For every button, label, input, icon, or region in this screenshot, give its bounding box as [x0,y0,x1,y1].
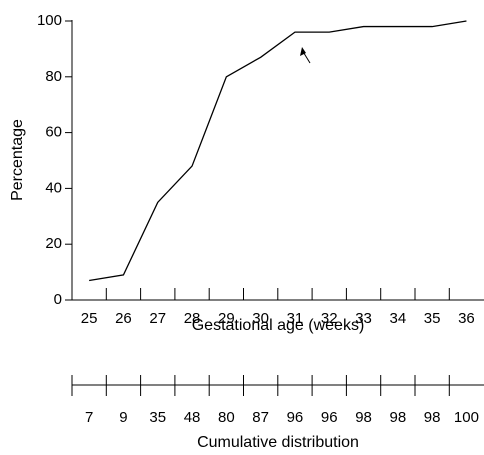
y-tick-label: 80 [45,68,62,85]
y-tick-label: 40 [45,179,62,196]
annotation-arrowhead [300,47,306,56]
table-value: 87 [252,409,269,426]
y-tick-label: 100 [37,12,62,29]
y-tick-label: 0 [54,291,62,308]
x-tick-label: 26 [115,310,132,327]
x-tick-label: 29 [218,310,235,327]
x-tick-label: 27 [149,310,166,327]
x-tick-label: 33 [355,310,372,327]
x-tick-label: 32 [321,310,338,327]
table-value: 96 [321,409,338,426]
table-value: 7 [85,409,93,426]
table-value: 98 [355,409,372,426]
x-tick-label: 31 [287,310,304,327]
x-axis-label: Gestational age (weeks) [192,317,365,334]
x-tick-label: 28 [184,310,201,327]
table-value: 98 [424,409,441,426]
y-tick-label: 20 [45,235,62,252]
x-tick-label: 35 [424,310,441,327]
data-line [89,20,467,282]
table-value: 9 [119,409,127,426]
table-value: 98 [390,409,407,426]
x-tick-label: 36 [458,310,475,327]
table-value: 35 [149,409,166,426]
table-label: Cumulative distribution [197,434,359,451]
x-tick-label: 30 [252,310,269,327]
y-tick-label: 60 [45,124,62,141]
x-tick-label: 34 [390,310,407,327]
x-tick-label: 25 [81,310,98,327]
table-value: 96 [287,409,304,426]
table-value: 48 [184,409,201,426]
table-value: 100 [454,409,479,426]
table-value: 80 [218,409,235,426]
y-axis-label: Percentage [9,119,26,201]
